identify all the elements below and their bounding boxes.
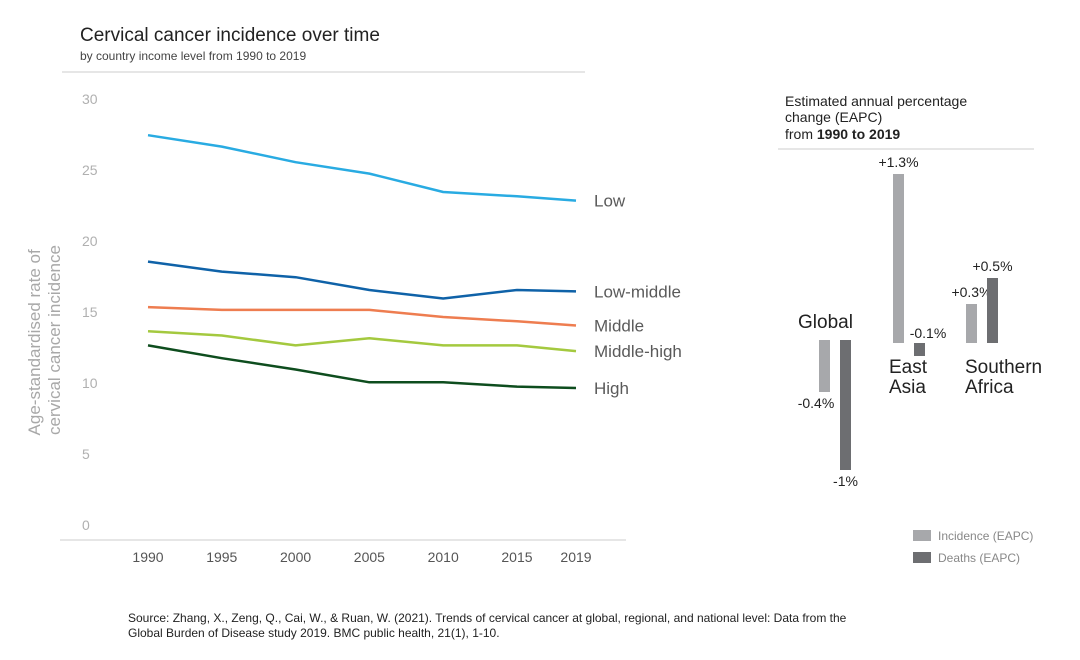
bar-global-deaths <box>840 340 851 470</box>
series-label-low-middle: Low-middle <box>594 282 681 301</box>
x-tick-label: 2000 <box>280 549 311 565</box>
x-tick-label: 2010 <box>428 549 459 565</box>
line-chart-subtitle: by country income level from 1990 to 201… <box>80 49 306 63</box>
y-axis-label: Age-standardised rate of cervical cancer… <box>25 245 64 436</box>
x-tick-group: 1990 1995 2000 2005 2010 2015 2019 <box>132 549 591 565</box>
bar-value-label: +0.5% <box>972 258 1012 274</box>
eapc-title-line-3: from 1990 to 2019 <box>785 126 900 142</box>
bar-value-label: -1% <box>833 473 858 489</box>
bar-value-label: -0.4% <box>798 395 835 411</box>
series-label-high: High <box>594 379 629 398</box>
legend-swatch-deaths <box>913 552 931 563</box>
y-tick-label: 5 <box>82 446 90 462</box>
bar-southern-africa-incidence <box>966 304 977 343</box>
bar-east-asia-incidence <box>893 174 904 343</box>
category-label-southern-africa: Africa <box>965 377 1014 398</box>
series-line-middle-high <box>147 329 577 353</box>
series-line-high <box>147 344 577 390</box>
eapc-title-line-2: change (EAPC) <box>785 109 882 125</box>
y-tick-label: 15 <box>82 304 98 320</box>
category-label-global: Global <box>798 312 853 333</box>
y-tick-label: 20 <box>82 233 98 249</box>
category-label-east-asia: Asia <box>889 377 926 398</box>
source-line-2: Global Burden of Disease study 2019. BMC… <box>128 626 500 640</box>
line-chart-title: Cervical cancer incidence over time <box>80 25 380 46</box>
y-tick-label: 10 <box>82 375 98 391</box>
y-tick-group: 0 5 10 15 20 25 30 <box>82 91 98 533</box>
bar-southern-africa-deaths <box>987 278 998 343</box>
series-line-low-middle <box>147 260 577 300</box>
bar-global-incidence <box>819 340 830 392</box>
source-line-1: Source: Zhang, X., Zeng, Q., Cai, W., & … <box>128 611 847 625</box>
y-axis-label-line-1: Age-standardised rate of <box>25 249 44 435</box>
eapc-title-line-1: Estimated annual percentage <box>785 93 967 109</box>
category-label-east-asia: East <box>889 357 928 378</box>
series-line-middle <box>147 305 577 327</box>
legend-label-deaths: Deaths (EAPC) <box>938 551 1020 565</box>
legend-swatch-incidence <box>913 530 931 541</box>
x-tick-label: 2019 <box>560 549 591 565</box>
y-tick-label: 0 <box>82 517 90 533</box>
x-tick-label: 2015 <box>501 549 532 565</box>
eapc-legend: Incidence (EAPC) Deaths (EAPC) <box>913 529 1033 565</box>
series-label-low: Low <box>594 192 626 211</box>
legend-label-incidence: Incidence (EAPC) <box>938 529 1033 543</box>
x-tick-label: 1995 <box>206 549 237 565</box>
bar-value-label: -0.1% <box>910 325 947 341</box>
bar-east-asia-deaths <box>914 343 925 356</box>
x-tick-label: 2005 <box>354 549 385 565</box>
series-label-middle: Middle <box>594 317 644 336</box>
category-label-southern-africa: Southern <box>965 357 1042 378</box>
eapc-title-bold: 1990 to 2019 <box>817 126 900 142</box>
y-tick-label: 30 <box>82 91 98 107</box>
y-axis-label-line-2: cervical cancer incidence <box>45 245 64 435</box>
series-line-low <box>147 133 577 202</box>
bar-value-label: +1.3% <box>878 154 918 170</box>
y-tick-label: 25 <box>82 162 98 178</box>
bar-value-label: +0.3% <box>951 284 991 300</box>
series-label-middle-high: Middle-high <box>594 342 682 361</box>
line-series-group: Low Low-middle Middle Middle-high High <box>147 133 682 398</box>
eapc-title-prefix: from <box>785 126 817 142</box>
x-tick-label: 1990 <box>132 549 163 565</box>
